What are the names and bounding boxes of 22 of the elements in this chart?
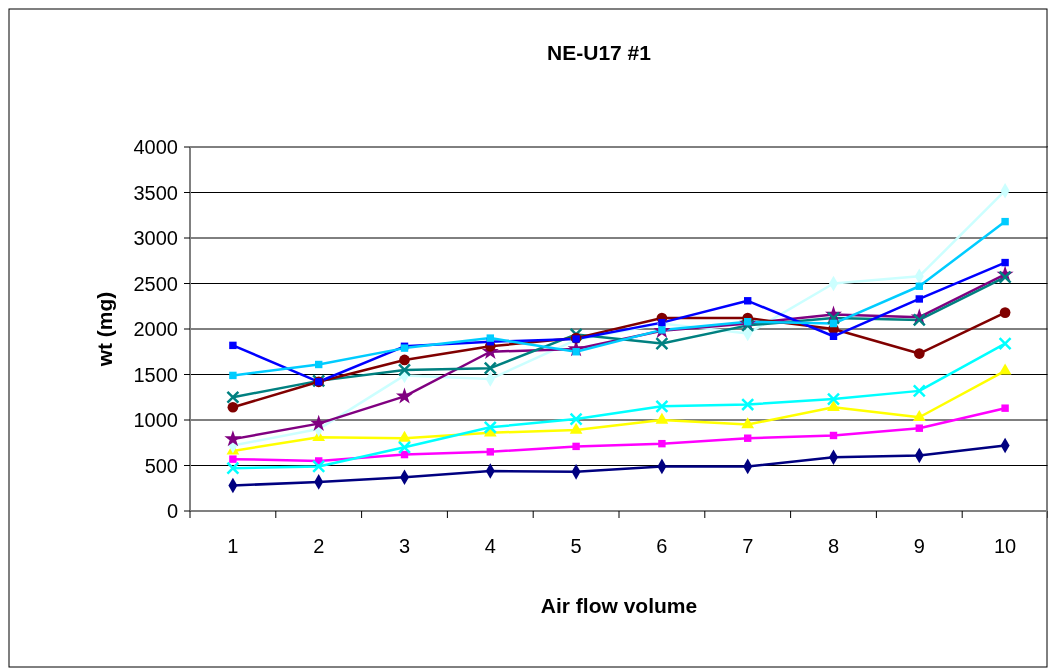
x-tick-label: 5 (570, 535, 582, 557)
x-tick-label: 2 (313, 535, 325, 557)
y-axis-title: wt (mg) (93, 291, 116, 368)
x-axis-title: Air flow volume (540, 594, 698, 617)
y-tick-label: 1500 (133, 363, 178, 386)
y-tick-label: 1000 (133, 409, 178, 431)
y-tick-label: 0 (166, 500, 178, 522)
y-tick-label: 2000 (133, 318, 178, 340)
y-tick-label: 500 (144, 454, 178, 477)
x-tick-label: 6 (656, 535, 668, 557)
y-tick-label: 3000 (133, 227, 178, 249)
x-tick-label: 10 (993, 535, 1017, 557)
x-tick-label: 9 (913, 535, 925, 557)
chart-title: NE-U17 #1 (547, 41, 652, 64)
y-tick-label: 2500 (133, 272, 178, 295)
y-tick-label: 3500 (133, 181, 178, 204)
x-tick-label: 4 (484, 535, 496, 557)
x-tick-label: 1 (227, 535, 239, 557)
x-tick-label: 7 (742, 535, 754, 557)
x-tick-label: 8 (827, 535, 840, 557)
x-tick-label: 3 (398, 535, 411, 557)
y-tick-label: 4000 (133, 136, 178, 158)
